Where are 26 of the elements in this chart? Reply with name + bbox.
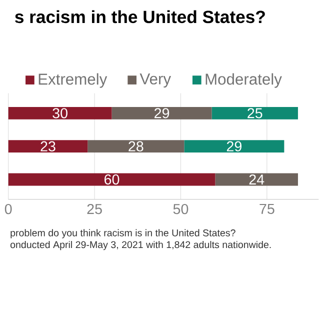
chart-title: s racism in the United States? bbox=[15, 10, 265, 24]
x-tick-label: 25 bbox=[87, 204, 102, 214]
legend-label: Extremely bbox=[38, 73, 108, 88]
text: problem do you think racism is in the United States? bbox=[10, 229, 236, 238]
bar bbox=[8, 140, 88, 152]
x-tick-label: 75 bbox=[260, 204, 274, 214]
bar bbox=[112, 106, 212, 120]
data-label: 60 bbox=[104, 174, 120, 185]
bar bbox=[184, 140, 284, 152]
bar bbox=[8, 106, 112, 120]
bar bbox=[88, 140, 184, 152]
bar bbox=[212, 106, 298, 120]
data-label: 28 bbox=[128, 141, 144, 152]
bar bbox=[8, 173, 216, 186]
data-label: 30 bbox=[52, 108, 68, 118]
x-tick-label: 0 bbox=[4, 204, 12, 214]
data-label: 29 bbox=[226, 141, 242, 152]
data-label: 25 bbox=[248, 108, 262, 118]
data-label: 29 bbox=[154, 108, 170, 118]
bar bbox=[215, 173, 298, 186]
data-label: 23 bbox=[40, 141, 56, 152]
data-label: 24 bbox=[249, 174, 264, 184]
legend-label: Moderately bbox=[206, 73, 282, 88]
legend-label: Very bbox=[140, 73, 171, 88]
text: onducted April 29-May 3, 2021 with 1,842 adults nationwide. bbox=[10, 240, 271, 250]
x-tick-label: 50 bbox=[173, 204, 188, 214]
